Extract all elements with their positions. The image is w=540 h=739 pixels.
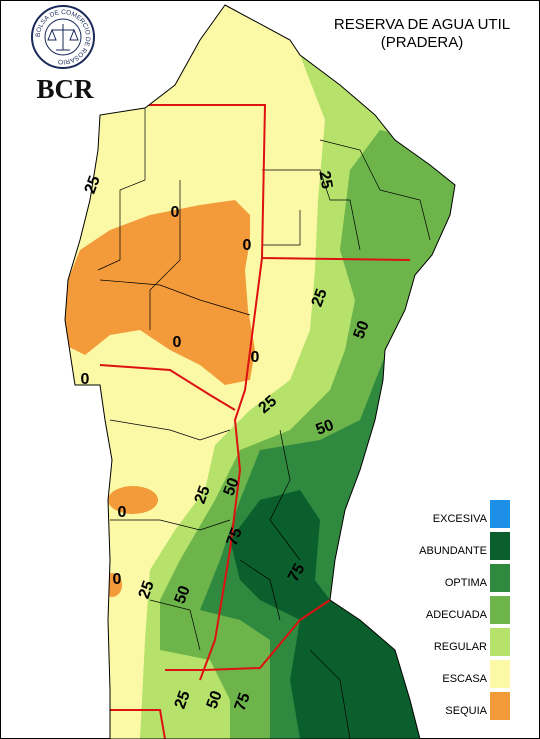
- province-outline: [64, 4, 456, 739]
- contour-label: 25: [136, 579, 158, 602]
- contour-label: 25: [82, 174, 104, 197]
- contour-label: 0: [251, 349, 260, 366]
- contour-label: 75: [285, 561, 309, 585]
- legend-swatch: [490, 628, 510, 656]
- contour-label: 0: [113, 571, 122, 588]
- contour-label: 0: [171, 204, 180, 221]
- legend-swatch: [490, 532, 510, 560]
- contour-label: 75: [224, 526, 246, 549]
- contour-label: 25: [192, 484, 214, 507]
- legend-label: OPTIMA: [445, 577, 488, 589]
- province-lines: [99, 104, 411, 739]
- legend-swatch: [490, 596, 510, 624]
- subtitle: (PRADERA): [381, 34, 464, 51]
- legend-label: SEQUIA: [445, 705, 487, 717]
- legend-label: ABUNDANTE: [419, 545, 487, 557]
- contour-label: 0: [173, 334, 182, 351]
- contour-label: 0: [81, 371, 90, 388]
- contour-label: 50: [204, 689, 226, 712]
- contour-label: 50: [351, 319, 373, 342]
- legend-label: EXCESIVA: [433, 513, 488, 525]
- contour-label: 25: [309, 287, 331, 310]
- legend-swatch: [490, 660, 510, 688]
- contour-label: 0: [118, 504, 127, 521]
- logo-initials: BCR: [36, 74, 94, 104]
- zone-sequia: [65, 200, 255, 385]
- legend-label: ADECUADA: [426, 609, 488, 621]
- title: RESERVA DE AGUA UTIL: [334, 16, 510, 33]
- contour-label: 0: [243, 237, 252, 254]
- contour-label: 50: [314, 417, 337, 439]
- legend-label: ESCASA: [442, 673, 487, 685]
- contour-label: 75: [232, 691, 254, 714]
- contour-label: 25: [315, 170, 335, 191]
- zone-abundante: [230, 490, 420, 739]
- legend-label: REGULAR: [434, 641, 487, 653]
- legend-swatch: [490, 564, 510, 592]
- contour-label: 25: [172, 689, 194, 712]
- zone-sequia: [108, 486, 158, 514]
- logo: BOLSA DE COMERCIO DE ROSARIO BCR: [31, 5, 95, 104]
- logo-inner: [44, 18, 82, 56]
- legend-swatch: [490, 692, 510, 720]
- contour-label: 50: [221, 476, 243, 499]
- legend-swatch: [490, 500, 510, 528]
- logo-scales: [47, 24, 79, 51]
- contour-label: 50: [172, 584, 194, 607]
